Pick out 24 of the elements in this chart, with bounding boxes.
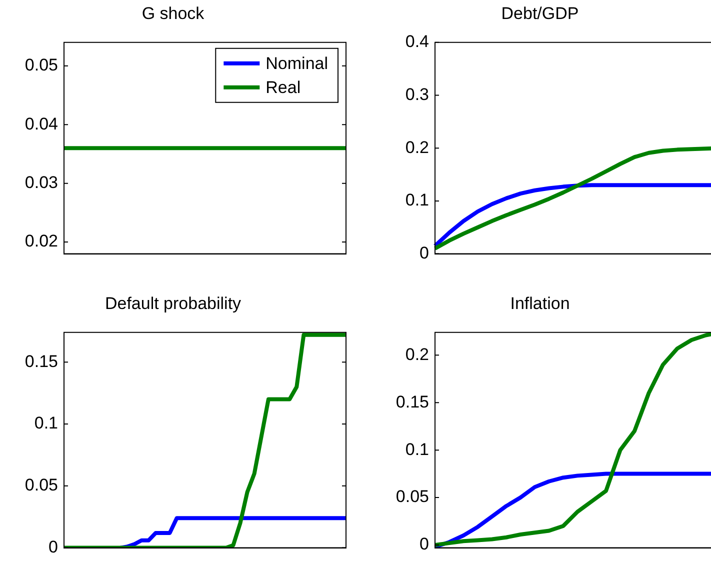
- y-tick-label: 0.2: [405, 344, 429, 364]
- y-tick-label: 0.04: [24, 114, 58, 134]
- y-tick-label: 0.3: [405, 84, 429, 104]
- y-tick-label: 0.2: [405, 138, 429, 157]
- y-tick-label: 0.1: [405, 190, 429, 210]
- y-tick-label: 0.05: [396, 487, 429, 506]
- chart-title: Debt/GDP: [501, 4, 579, 23]
- y-tick-label: 0.05: [24, 56, 58, 75]
- legend-label: Real: [266, 78, 301, 98]
- chart-title: G shock: [142, 4, 205, 23]
- y-tick-label: 0: [420, 243, 429, 262]
- chart-title: Default probability: [104, 294, 242, 313]
- y-tick-label: 0.4: [405, 32, 429, 52]
- y-tick-label: 0: [48, 537, 58, 556]
- chart-title: Inflation: [510, 294, 570, 313]
- y-tick-label: 0.1: [405, 440, 429, 459]
- y-tick-label: 0.05: [24, 476, 58, 495]
- y-tick-label: 0.15: [396, 392, 429, 412]
- y-tick-label: 0.15: [24, 352, 58, 371]
- y-tick-label: 0: [420, 534, 429, 554]
- y-tick-label: 0.03: [24, 173, 58, 192]
- y-tick-label: 0.1: [34, 414, 58, 433]
- legend-label: Nominal: [266, 54, 328, 74]
- y-tick-label: 0.02: [24, 232, 58, 251]
